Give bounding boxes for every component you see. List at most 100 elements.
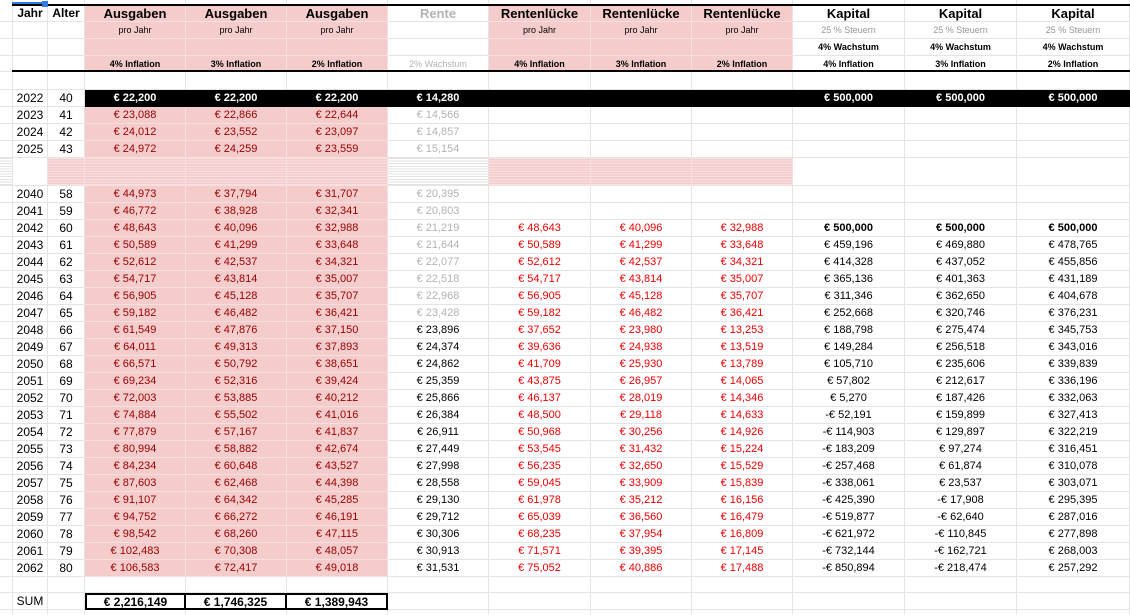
cell-2051-a4[interactable]: € 69,234 [85,373,186,390]
cell-2054-rente[interactable]: € 26,911 [388,424,489,441]
cell-2060-k4[interactable]: -€ 621,972 [793,526,905,543]
cell-2050-k3[interactable]: € 235,606 [905,356,1017,373]
cell-2043-rente[interactable]: € 21,644 [388,237,489,254]
cell-2041-a2[interactable]: € 32,341 [287,203,388,220]
cell-2048-rl4[interactable]: € 37,652 [489,322,591,339]
cell-2058-a3[interactable]: € 64,342 [186,492,287,509]
cell-2042-k4[interactable]: € 500,000 [793,220,905,237]
cell-2050-a3[interactable]: € 50,792 [186,356,287,373]
cell-2042-rl4[interactable]: € 48,643 [489,220,591,237]
blank-cell-rl4[interactable] [489,577,591,593]
column-subheader1-k2[interactable]: 25 % Steuern [1017,22,1130,39]
collapsed-rows-jahr[interactable] [13,158,48,186]
cell-2055-a3[interactable]: € 58,882 [186,441,287,458]
cell-2055-rente[interactable]: € 27,449 [388,441,489,458]
cell-2043-rl4[interactable]: € 50,589 [489,237,591,254]
cell-2054-k3[interactable]: € 129,897 [905,424,1017,441]
cell-2061-a2[interactable]: € 48,057 [287,543,388,560]
cell-2023-jahr[interactable]: 2023 [13,107,48,124]
cell-2054-rl4[interactable]: € 50,968 [489,424,591,441]
cell-2043-rl2[interactable]: € 33,648 [692,237,793,254]
column-subheader1-k4[interactable]: 25 % Steuern [793,22,905,39]
cell-2051-alter[interactable]: 69 [48,373,85,390]
cell-2051-jahr[interactable]: 2051 [13,373,48,390]
blank-cell-rl3[interactable] [591,72,692,90]
cell-2041-rl2[interactable] [692,203,793,220]
cell-2047-k3[interactable]: € 320,746 [905,305,1017,322]
cell-2023-rl3[interactable] [591,107,692,124]
cell-2056-k2[interactable]: € 310,078 [1017,458,1130,475]
cell-2052-rl3[interactable]: € 28,019 [591,390,692,407]
cell-2043-rl3[interactable]: € 41,299 [591,237,692,254]
cell-2057-rente[interactable]: € 28,558 [388,475,489,492]
cell-2058-jahr[interactable]: 2058 [13,492,48,509]
cell-bottom-jahr[interactable] [13,610,48,615]
cell-2041-k3[interactable] [905,203,1017,220]
cell-bottom-rl2[interactable] [692,610,793,615]
cell-2055-a2[interactable]: € 42,674 [287,441,388,458]
cell-2049-rente[interactable]: € 24,374 [388,339,489,356]
blank-cell-a2[interactable] [287,577,388,593]
column-header-k2[interactable]: Kapital [1017,5,1130,22]
cell-2050-k2[interactable]: € 339,839 [1017,356,1130,373]
cell-top-a3[interactable] [186,0,287,5]
cell-2041-a3[interactable]: € 38,928 [186,203,287,220]
cell-2047-k2[interactable]: € 376,231 [1017,305,1130,322]
cell-2053-a3[interactable]: € 55,502 [186,407,287,424]
blank-cell-jahr[interactable] [13,72,48,90]
cell-2056-k3[interactable]: € 61,874 [905,458,1017,475]
cell-2046-rl4[interactable]: € 56,905 [489,288,591,305]
blank-cell-alter[interactable] [48,72,85,90]
cell-2042-k2[interactable]: € 500,000 [1017,220,1130,237]
cell-2047-a2[interactable]: € 36,421 [287,305,388,322]
cell-2059-jahr[interactable]: 2059 [13,509,48,526]
column-subheader2-rl4[interactable] [489,39,591,56]
column-subheader2-rl3[interactable] [591,39,692,56]
cell-2044-k4[interactable]: € 414,328 [793,254,905,271]
cell-2048-a4[interactable]: € 61,549 [85,322,186,339]
cell-2025-rl3[interactable] [591,141,692,158]
cell-2024-rl3[interactable] [591,124,692,141]
cell-2044-rl3[interactable]: € 42,537 [591,254,692,271]
cell-2025-rente[interactable]: € 15,154 [388,141,489,158]
cell-2062-a4[interactable]: € 106,583 [85,560,186,577]
cell-top-k4[interactable] [793,0,905,5]
cell-2059-k2[interactable]: € 287,016 [1017,509,1130,526]
cell-2062-rl4[interactable]: € 75,052 [489,560,591,577]
cell-2046-rl3[interactable]: € 45,128 [591,288,692,305]
collapsed-rows-a4[interactable] [85,158,186,186]
cell-2051-k2[interactable]: € 336,196 [1017,373,1130,390]
blank-cell-k3[interactable] [905,72,1017,90]
cell-2056-rl4[interactable]: € 56,235 [489,458,591,475]
cell-2044-rl2[interactable]: € 34,321 [692,254,793,271]
cell-2041-k2[interactable] [1017,203,1130,220]
cell-2025-a3[interactable]: € 24,259 [186,141,287,158]
cell-2056-a3[interactable]: € 60,648 [186,458,287,475]
cell-2053-jahr[interactable]: 2053 [13,407,48,424]
cell-2043-k4[interactable]: € 459,196 [793,237,905,254]
cell-sum-alter[interactable] [48,593,85,610]
header-jahr-blank[interactable] [13,22,48,39]
collapsed-rows-a3[interactable] [186,158,287,186]
cell-2057-k3[interactable]: € 23,537 [905,475,1017,492]
cell-2056-rente[interactable]: € 27,998 [388,458,489,475]
cell-2060-rl3[interactable]: € 37,954 [591,526,692,543]
cell-bottom-rl3[interactable] [591,610,692,615]
cell-2048-k3[interactable]: € 275,474 [905,322,1017,339]
column-subheader2-a3[interactable] [186,39,287,56]
cell-2022-rl3[interactable] [591,90,692,107]
cell-2023-rl2[interactable] [692,107,793,124]
cell-2042-alter[interactable]: 60 [48,220,85,237]
cell-2049-k2[interactable]: € 343,016 [1017,339,1130,356]
cell-2060-rl4[interactable]: € 68,235 [489,526,591,543]
cell-2058-rente[interactable]: € 29,130 [388,492,489,509]
cell-2048-k4[interactable]: € 188,798 [793,322,905,339]
column-subheader1-rl2[interactable]: pro Jahr [692,22,793,39]
cell-sum-k4[interactable] [793,593,905,610]
column-subheader2-k4[interactable]: 4% Wachstum [793,39,905,56]
cell-2024-alter[interactable]: 42 [48,124,85,141]
cell-bottom-k3[interactable] [905,610,1017,615]
cell-2046-a3[interactable]: € 45,128 [186,288,287,305]
cell-2052-k2[interactable]: € 332,063 [1017,390,1130,407]
cell-2053-a2[interactable]: € 41,016 [287,407,388,424]
